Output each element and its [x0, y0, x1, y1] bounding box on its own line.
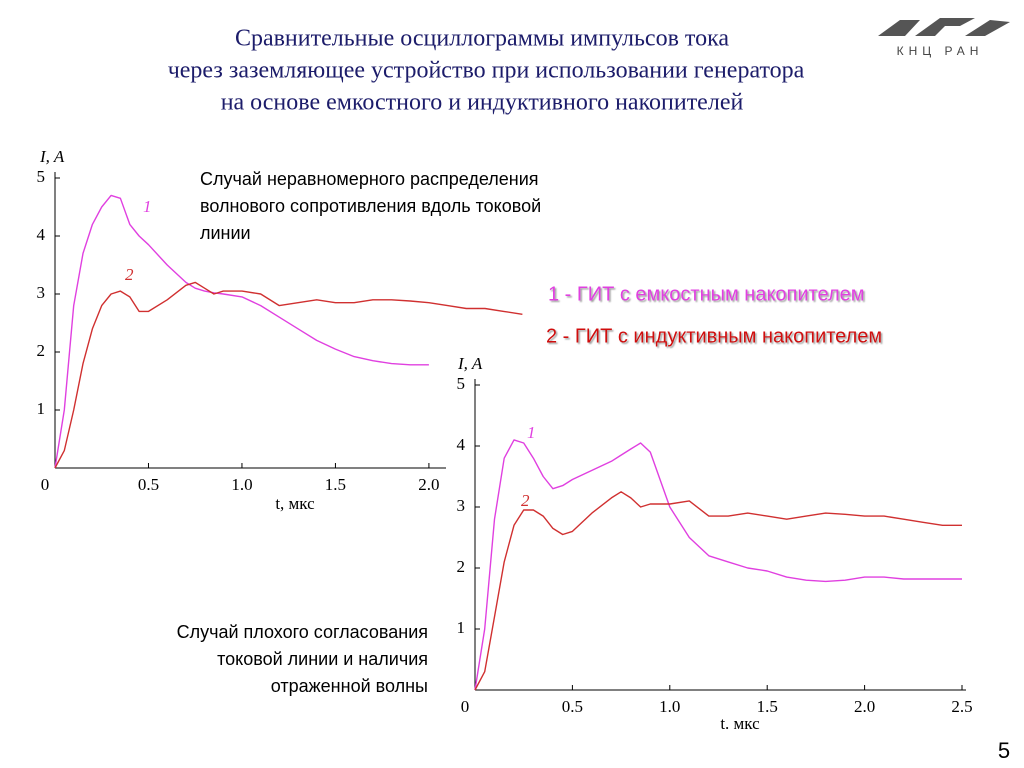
- y-tick-label: 4: [457, 435, 466, 454]
- caption: линии: [200, 223, 251, 243]
- x-tick-label: 2.0: [854, 697, 875, 716]
- x-tick-label: 1.5: [325, 475, 346, 494]
- title-line: через заземляющее устройство при использ…: [168, 58, 805, 84]
- x-tick-label: 2.0: [418, 475, 439, 494]
- y-tick-label: 2: [37, 341, 46, 360]
- page-number: 5: [998, 738, 1010, 763]
- legend-entry: 1 - ГИТ с емкостным накопителем: [548, 283, 865, 305]
- x-tick-label: 1.0: [231, 475, 252, 494]
- y-tick-label: 2: [457, 557, 466, 576]
- y-tick-label: 3: [37, 283, 46, 302]
- y-tick-label: 5: [37, 167, 46, 186]
- x-tick-label: 1.5: [757, 697, 778, 716]
- caption: Случай плохого согласования: [177, 622, 428, 642]
- caption: Случай неравномерного распределения: [200, 169, 539, 189]
- y-axis-label: I, A: [457, 354, 483, 373]
- title-line: на основе емкостного и индуктивного нако…: [221, 90, 744, 116]
- y-axis-label: I, A: [39, 147, 65, 166]
- caption: токовой линии и наличия: [217, 649, 428, 669]
- x-tick-label: 0.5: [138, 475, 159, 494]
- series-label: 2: [521, 491, 530, 510]
- logo-text: КНЦ РАН: [897, 44, 984, 58]
- x-tick-label: 1.0: [659, 697, 680, 716]
- series-label: 2: [125, 265, 134, 284]
- series-label: 1: [527, 423, 536, 442]
- legend-entry: 2 - ГИТ с индуктивным накопителем: [546, 325, 882, 347]
- series-line: [54, 281, 523, 469]
- y-tick-label: 1: [37, 399, 46, 418]
- logo: КНЦ РАН: [878, 18, 1010, 58]
- y-tick-label: 1: [457, 618, 466, 637]
- x-tick-label: 2.5: [951, 697, 972, 716]
- caption: волнового сопротивления вдоль токовой: [200, 196, 541, 216]
- logo-shape: [878, 18, 1010, 36]
- y-tick-label: 4: [37, 225, 46, 244]
- y-tick-label: 3: [457, 496, 466, 515]
- title-line: Сравнительные осциллограммы импульсов то…: [235, 26, 729, 52]
- series-line: [474, 439, 962, 691]
- x-axis-label: t, мкс: [275, 494, 315, 513]
- x-tick-label: 0.5: [562, 697, 583, 716]
- x-tick-label: 0: [41, 475, 50, 494]
- series-label: 1: [143, 197, 152, 216]
- caption: отраженной волны: [271, 676, 428, 696]
- series-line: [54, 194, 429, 469]
- series-line: [474, 491, 962, 691]
- y-tick-label: 5: [457, 374, 466, 393]
- x-axis-label: t. мкс: [720, 714, 760, 733]
- x-tick-label: 0: [461, 697, 470, 716]
